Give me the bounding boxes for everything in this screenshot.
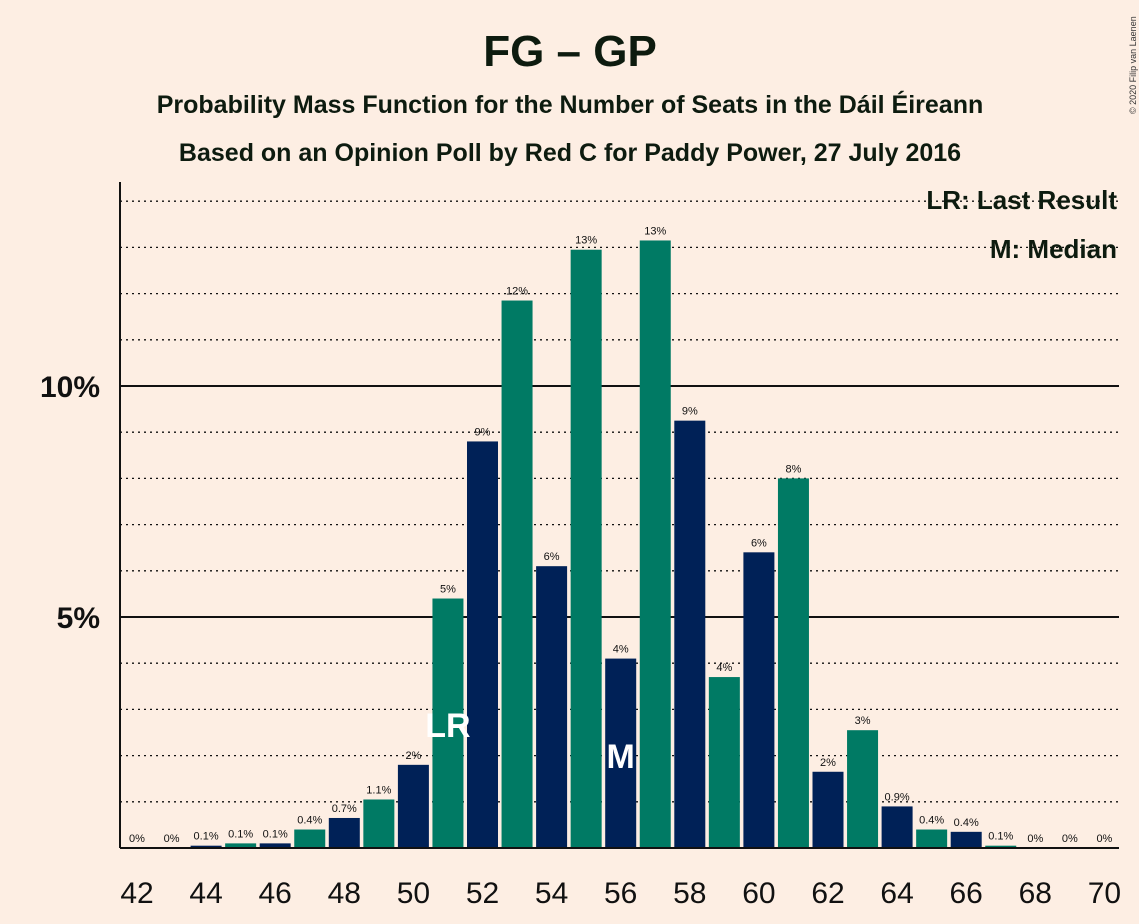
x-tick-60: 60: [742, 877, 775, 910]
bar-label-68: 0%: [1027, 833, 1043, 845]
y-tick-labels: 5% 10%: [40, 371, 100, 635]
bar-label-63: 3%: [855, 715, 871, 727]
bar-label-52: 9%: [475, 426, 491, 438]
bar-67: [985, 845, 1017, 848]
x-tick-42: 42: [120, 877, 153, 910]
bar-49: [363, 799, 395, 848]
bar-54: [536, 566, 568, 848]
x-tick-62: 62: [811, 877, 844, 910]
bar-label-69: 0%: [1062, 833, 1078, 845]
chart-subtitle: Probability Mass Function for the Number…: [157, 90, 984, 119]
y-tick-5: 5%: [57, 602, 100, 635]
bar-label-54: 6%: [544, 551, 560, 563]
x-tick-44: 44: [189, 877, 222, 910]
bar-61: [777, 478, 809, 848]
bar-label-45: 0.1%: [228, 828, 253, 840]
bar-label-53: 12%: [506, 286, 528, 298]
x-tick-58: 58: [673, 877, 706, 910]
bar-label-42: 0%: [129, 833, 145, 845]
bar-label-61: 8%: [785, 463, 801, 475]
bar-label-57: 13%: [644, 225, 666, 237]
x-tick-46: 46: [259, 877, 292, 910]
bar-56: [605, 658, 637, 848]
bars: [190, 240, 1017, 849]
bar-66: [950, 831, 982, 848]
x-tick-56: 56: [604, 877, 637, 910]
bar-45: [225, 843, 257, 848]
bar-label-59: 4%: [716, 662, 732, 674]
bar-52: [467, 441, 498, 848]
bar-64: [881, 806, 913, 848]
bar-55: [570, 249, 602, 848]
bar-label-44: 0.1%: [194, 831, 219, 843]
bar-label-67: 0.1%: [988, 831, 1013, 843]
bar-label-62: 2%: [820, 757, 836, 769]
x-tick-66: 66: [950, 877, 983, 910]
x-tick-52: 52: [466, 877, 499, 910]
bar-58: [674, 420, 706, 848]
bar-63: [847, 730, 879, 848]
x-tick-68: 68: [1019, 877, 1052, 910]
bar-label-58: 9%: [682, 406, 698, 418]
legend-last-result: LR: Last Result: [926, 185, 1117, 215]
bar-labels: 0% 0% 0.1% 0.1% 0.1% 0.4% 0.7% 1.1% 2% 5% 9% 12% 6% 1…: [129, 225, 1113, 845]
bar-label-46: 0.1%: [263, 828, 288, 840]
bar-label-50: 2%: [405, 750, 421, 762]
bar-50: [397, 764, 429, 848]
chart-title: FG – GP: [483, 27, 657, 76]
bar-51: [432, 598, 464, 848]
bar-48: [328, 817, 360, 848]
bar-label-56: 4%: [613, 644, 629, 656]
x-tick-labels: 42 44 46 48 50 52 54 56 58 60 62 64 66 68 70: [120, 877, 1121, 910]
bar-label-70: 0%: [1096, 833, 1112, 845]
last-result-marker: LR: [425, 707, 470, 745]
legend-median: M: Median: [990, 234, 1117, 264]
bar-57: [639, 240, 671, 849]
bar-label-64: 0.9%: [885, 791, 910, 803]
markers: LR M: [425, 707, 635, 776]
bar-label-55: 13%: [575, 235, 597, 247]
x-tick-64: 64: [880, 877, 913, 910]
bar-label-51: 5%: [440, 584, 456, 596]
copyright-text: © 2020 Filip van Laenen: [1128, 16, 1138, 114]
chart-subtitle-2: Based on an Opinion Poll by Red C for Pa…: [179, 139, 961, 167]
bar-47: [294, 829, 326, 848]
bar-60: [743, 552, 775, 848]
x-tick-50: 50: [397, 877, 430, 910]
bar-62: [812, 771, 844, 848]
y-tick-10: 10%: [40, 371, 100, 404]
bar-label-49: 1.1%: [366, 784, 391, 796]
median-marker: M: [607, 738, 635, 776]
bar-65: [916, 829, 948, 848]
bar-label-43: 0%: [164, 833, 180, 845]
bar-label-47: 0.4%: [297, 815, 322, 827]
bar-59: [708, 677, 740, 848]
bar-label-48: 0.7%: [332, 803, 357, 815]
bar-label-60: 6%: [751, 537, 767, 549]
x-tick-54: 54: [535, 877, 568, 910]
bar-53: [501, 300, 533, 848]
x-tick-70: 70: [1088, 877, 1121, 910]
bar-46: [259, 843, 291, 848]
bar-label-65: 0.4%: [919, 815, 944, 827]
bar-label-66: 0.4%: [954, 817, 979, 829]
axes: [119, 182, 1119, 849]
x-tick-48: 48: [328, 877, 361, 910]
bar-44: [190, 845, 222, 848]
